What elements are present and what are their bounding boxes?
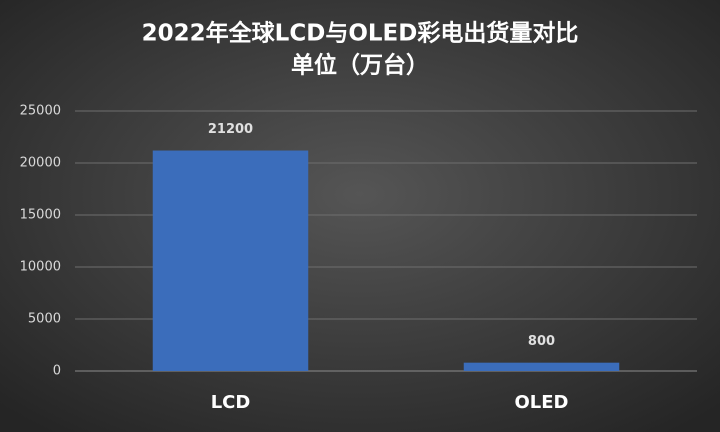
chart-title: 2022年全球LCD与OLED彩电出货量对比 (142, 20, 579, 47)
y-tick-label: 5000 (28, 312, 61, 327)
y-tick-label: 10000 (20, 260, 61, 275)
x-tick-label: LCD (211, 392, 251, 413)
y-tick-label: 15000 (20, 208, 61, 223)
value-label: 800 (528, 334, 555, 349)
y-tick-label: 20000 (20, 156, 61, 171)
x-tick-label: OLED (514, 392, 568, 413)
bar (152, 150, 309, 371)
bar (463, 362, 620, 371)
chart-subtitle: 单位（万台） (291, 52, 429, 79)
y-tick-label: 25000 (20, 104, 61, 119)
y-tick-label: 0 (53, 364, 61, 379)
value-label: 21200 (208, 122, 253, 137)
